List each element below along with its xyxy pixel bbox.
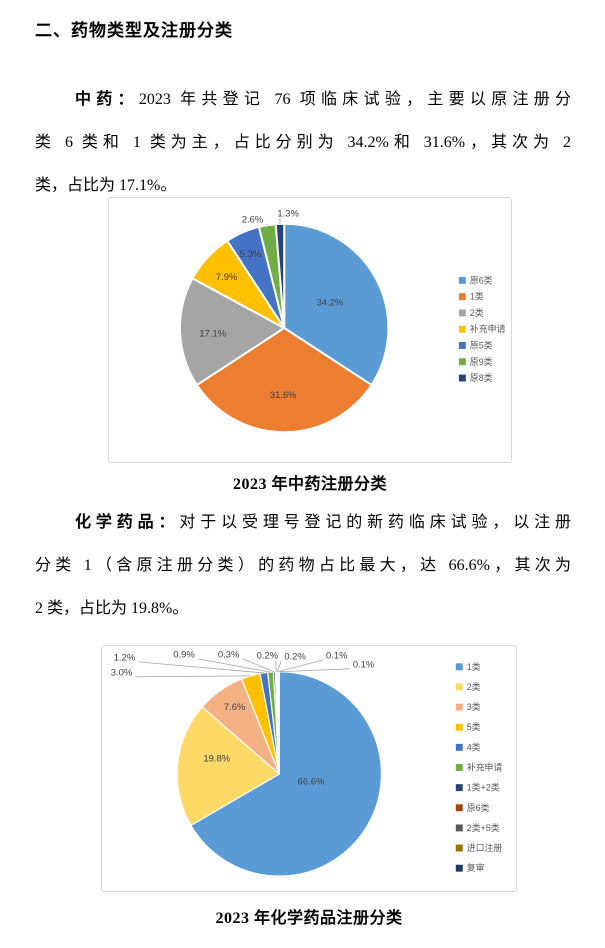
legend-swatch-原9类 <box>458 358 466 366</box>
legend-label-5类: 5类 <box>467 721 481 732</box>
paragraph-line: 化学药品：对于以受理号登记的新药临床试验，以注册 <box>35 501 571 544</box>
legend-swatch-3类 <box>455 703 463 711</box>
pie-label-1类: 31.6% <box>270 389 297 400</box>
legend-swatch-1类 <box>458 293 466 301</box>
legend-label-2类: 2类 <box>470 307 484 318</box>
tcm-chart-caption: 2023 年中药注册分类 <box>232 476 387 493</box>
paragraph-lead: 化学药品： <box>75 514 180 531</box>
pie-label-进口注册: 0.1% <box>326 649 348 660</box>
pie-label-原5类: 5.3% <box>240 248 262 259</box>
pie-label-补充申请: 7.9% <box>216 271 238 282</box>
section-heading: 二、药物类型及注册分类 <box>35 21 233 40</box>
paragraph-lead: 中药： <box>75 91 139 108</box>
legend-swatch-复审 <box>455 864 463 872</box>
paragraph-traditional-medicine: 中药：2023 年共登记 76 项临床试验，主要以原注册分类 6 类和 1 类为… <box>35 78 571 207</box>
legend-swatch-1类 <box>455 663 463 671</box>
paragraph-text: 2023 年共登记 76 项临床试验，主要以原注册分 <box>138 91 571 108</box>
legend-label-1类: 1类 <box>467 661 481 672</box>
legend-label-进口注册: 进口注册 <box>467 842 503 853</box>
pie-label-原6类: 0.2% <box>257 649 279 660</box>
legend-swatch-原6类 <box>458 276 466 284</box>
pie-slice-1类 <box>190 671 383 877</box>
paragraph-chemical-drugs: 化学药品：对于以受理号登记的新药临床试验，以注册分类 1（含原注册分类）的药物占… <box>35 501 571 630</box>
chemical-chart-caption: 2023 年化学药品注册分类 <box>215 910 403 927</box>
tcm-pie-chart-box: 34.2% 31.6% 17.1% 7.9% 5.3% 2.6% 1.3% 原6类 1类 2类补充… <box>108 197 512 463</box>
chemical-pie-chart-box: 66.6% 19.8% 7.6% 3.0% 1.2% 0.9% 0.3% 0.2% 0.2% 0.… <box>101 645 517 892</box>
legend-swatch-5类 <box>455 723 463 731</box>
pie-label-原9类: 2.6% <box>242 213 264 224</box>
legend-label-补充申请: 补充申请 <box>467 762 503 773</box>
legend-swatch-2类 <box>455 683 463 691</box>
pie-label-复审: 0.1% <box>353 658 375 669</box>
pie-slice-2类 <box>179 277 286 386</box>
leader-line-1类+2类 <box>242 658 275 673</box>
paragraph-line: 分类 1（含原注册分类）的药物占比最大，达 66.6%，其次为 <box>35 557 571 574</box>
pie-label-1类: 66.6% <box>298 775 325 786</box>
legend-swatch-原5类 <box>458 342 466 349</box>
leader-line-原9类 <box>265 223 268 226</box>
pie-slice-1类 <box>195 327 373 434</box>
leader-line-5类 <box>135 675 251 678</box>
pie-slice-2类 <box>176 706 280 827</box>
leader-line-补充申请 <box>197 658 271 673</box>
leader-line-复审 <box>278 668 350 673</box>
pie-label-2类+5类: 0.2% <box>284 650 306 661</box>
legend-swatch-原8类 <box>458 374 466 382</box>
legend-label-原6类: 原6类 <box>467 802 490 813</box>
leader-line-进口注册 <box>278 659 323 673</box>
pie-label-4类: 1.2% <box>114 651 136 662</box>
pie-label-2类: 17.1% <box>199 327 226 338</box>
paragraph-text: 对于以受理号登记的新药临床试验，以注册 <box>179 514 571 531</box>
paragraph-line: 中药：2023 年共登记 76 项临床试验，主要以原注册分 <box>35 78 571 121</box>
legend-label-原5类: 原5类 <box>470 339 493 350</box>
pie-label-原6类: 34.2% <box>317 297 344 308</box>
leader-line-4类 <box>138 661 264 674</box>
paragraph-line: 类，占比为 17.1%。 <box>35 177 177 194</box>
legend-label-复审: 复审 <box>467 862 485 873</box>
leader-line-2类+5类 <box>276 660 282 672</box>
pie-label-补充申请: 0.9% <box>173 648 195 659</box>
pie-label-原8类: 1.3% <box>277 207 299 218</box>
paragraph-line: 类 6 类和 1 类为主，占比分别为 34.2%和 31.6%，其次为 2 <box>35 134 571 151</box>
paragraph-line: 2 类，占比为 19.8%。 <box>35 600 189 617</box>
pie-label-1类+2类: 0.3% <box>218 648 240 659</box>
legend-label-1类: 1类 <box>470 291 484 302</box>
pie-label-5类: 3.0% <box>111 666 133 677</box>
legend-swatch-原6类 <box>455 804 463 812</box>
pie-label-3类: 7.6% <box>224 701 246 712</box>
legend-label-3类: 3类 <box>467 701 481 712</box>
pie-label-2类: 19.8% <box>203 753 230 764</box>
pie-slice-复审 <box>278 671 280 775</box>
legend-label-原6类: 原6类 <box>470 274 493 285</box>
legend-label-补充申请: 补充申请 <box>470 323 506 334</box>
legend-label-2类+5类: 2类+5类 <box>467 822 500 833</box>
legend-swatch-4类 <box>455 743 463 751</box>
legend-swatch-2类 <box>458 309 466 317</box>
tcm-registration-pie: 34.2% 31.6% 17.1% 7.9% 5.3% 2.6% 1.3% 原6类 1类 2类补充… <box>179 207 506 434</box>
legend-label-原9类: 原9类 <box>470 356 493 367</box>
legend-swatch-补充申请 <box>458 325 466 333</box>
legend-label-原8类: 原8类 <box>470 372 493 383</box>
legend-label-4类: 4类 <box>467 741 481 752</box>
chemical-drug-registration-pie: 66.6% 19.8% 7.6% 3.0% 1.2% 0.9% 0.3% 0.2% 0.2% 0.… <box>111 648 503 877</box>
legend-swatch-补充申请 <box>455 764 463 771</box>
legend-swatch-1类+2类 <box>455 784 463 792</box>
legend-swatch-进口注册 <box>455 844 463 852</box>
legend-label-1类+2类: 1类+2类 <box>467 782 500 793</box>
legend-swatch-2类+5类 <box>455 824 463 832</box>
legend-label-2类: 2类 <box>467 681 481 692</box>
